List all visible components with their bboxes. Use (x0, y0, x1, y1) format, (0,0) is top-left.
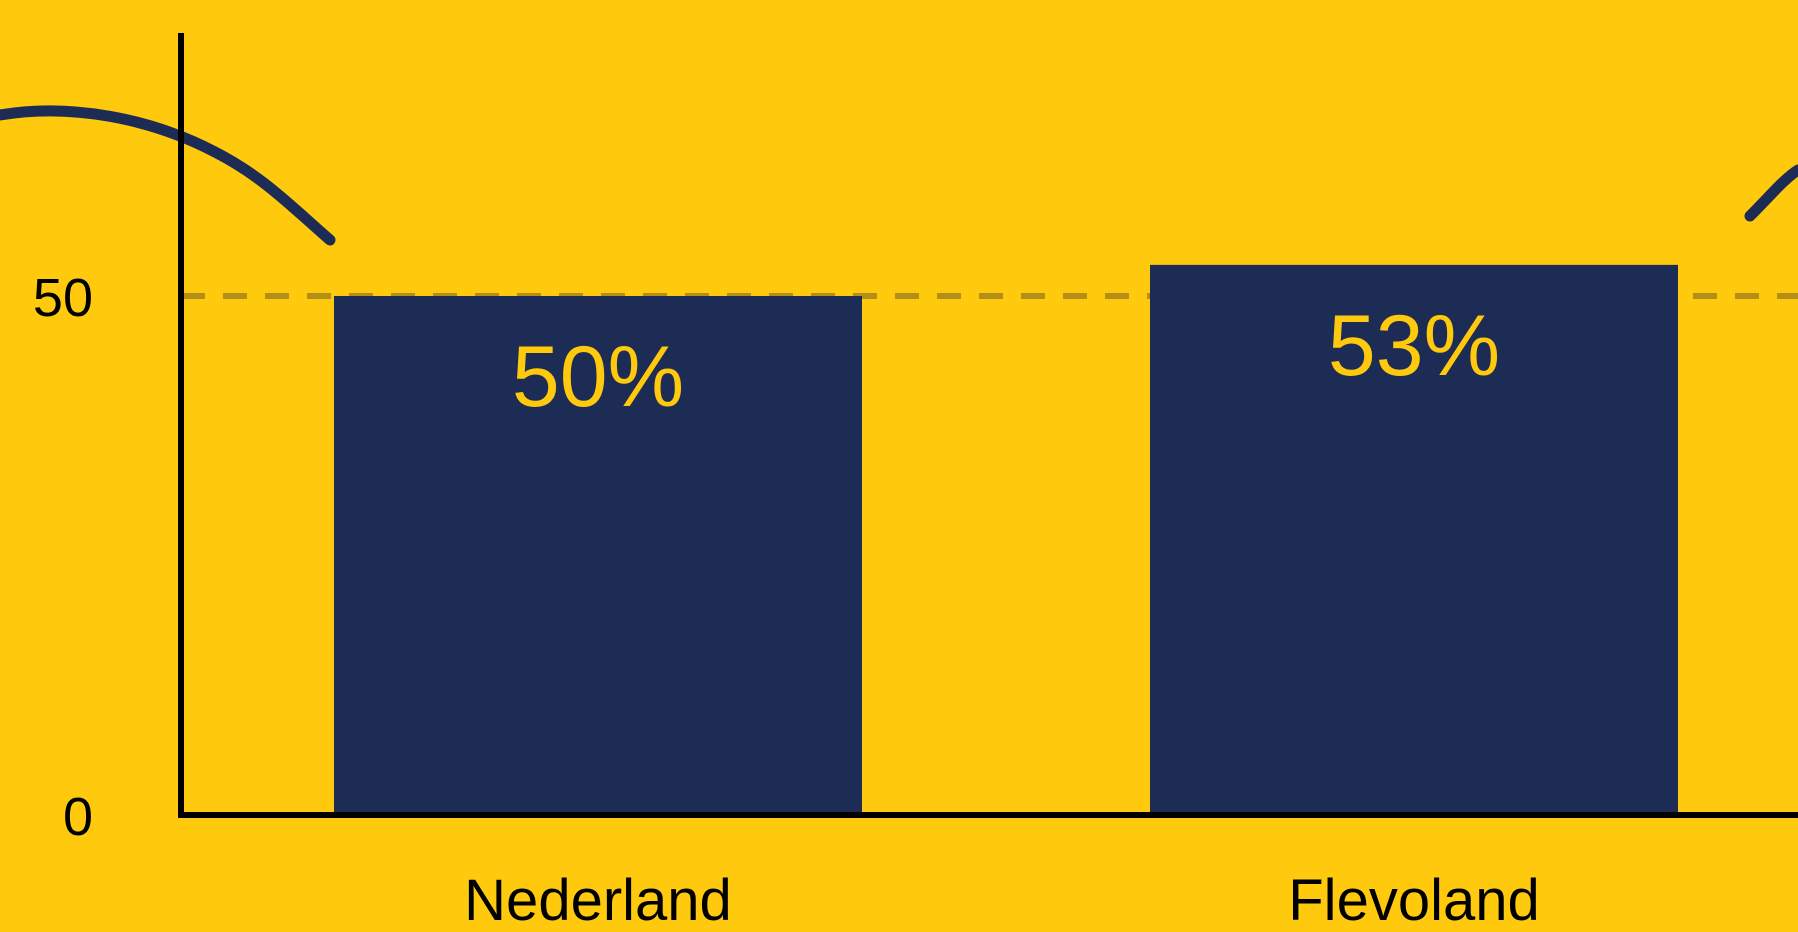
axis-layer (178, 33, 1798, 818)
decorative-swoosh-left (0, 105, 336, 246)
data-label-flevoland: 53% (1328, 298, 1500, 394)
decoration-layer (0, 105, 1798, 246)
y-tick-label-50: 50 (33, 268, 93, 328)
bar-flevoland (1150, 264, 1678, 815)
labels-layer: 50% Nederland 53% Flevoland 0 50 (33, 268, 1540, 932)
data-label-nederland: 50% (512, 329, 684, 425)
y-tick-label-0: 0 (63, 787, 93, 847)
bar-nederland (334, 296, 862, 815)
bars-layer (334, 264, 1678, 815)
category-label-nederland: Nederland (464, 868, 732, 927)
decorative-swoosh-right (1744, 164, 1798, 222)
category-label-flevoland: Flevoland (1288, 868, 1539, 927)
